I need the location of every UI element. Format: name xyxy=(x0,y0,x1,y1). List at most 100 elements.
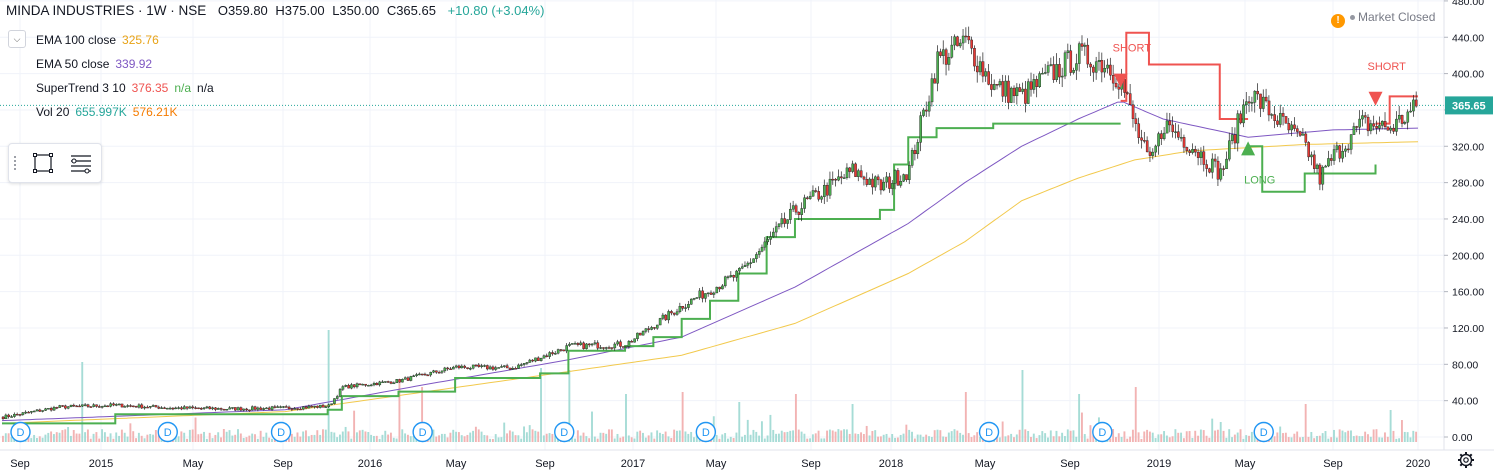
y-tick-label: 160.00 xyxy=(1452,287,1484,299)
indicator-supertrend[interactable]: SuperTrend 3 10 376.35 n/a n/a xyxy=(36,81,214,95)
candle-body xyxy=(885,176,888,183)
dividend-marker[interactable]: D xyxy=(1253,421,1274,443)
candle-body xyxy=(1029,81,1033,90)
indicator-ema100[interactable]: EMA 100 close 325.76 xyxy=(36,33,159,47)
volume-bar xyxy=(129,423,132,442)
candle-body xyxy=(78,405,81,408)
indicator-lines xyxy=(1,31,1419,425)
volume-bar xyxy=(1398,438,1401,442)
volume-bar xyxy=(61,430,64,442)
market-status-label: Market Closed xyxy=(1358,10,1436,24)
candle-body xyxy=(168,407,172,410)
candle-body xyxy=(440,370,444,373)
volume-bar xyxy=(78,433,81,442)
indicator-ema50[interactable]: EMA 50 close 339.92 xyxy=(36,57,152,71)
dividend-marker[interactable]: D xyxy=(978,421,1000,443)
volume-bar xyxy=(47,432,50,442)
volume-bar xyxy=(616,433,619,442)
candlesticks xyxy=(1,26,1418,421)
x-tick-label: Sep xyxy=(10,458,30,470)
collapse-legend-button[interactable]: ⌵ xyxy=(8,30,26,48)
volume-bar xyxy=(936,429,939,442)
time-axis[interactable]: Sep 2015 May Sep 2016 May Sep 2017 May Sep 2018 May… xyxy=(0,449,1494,470)
symbol-title[interactable]: MINDA INDUSTRIES · 1W · NSE xyxy=(6,3,207,18)
candle-body xyxy=(925,109,928,112)
rectangle-tool-icon[interactable] xyxy=(29,149,57,177)
volume-bar xyxy=(98,438,101,442)
candle-body xyxy=(174,407,178,410)
candle-body xyxy=(330,403,333,405)
volume-bar xyxy=(973,435,976,442)
candle-body xyxy=(888,176,891,189)
candle-body xyxy=(225,408,229,411)
candle-body xyxy=(723,276,727,287)
candle-body xyxy=(874,176,877,188)
candle-body xyxy=(1026,81,1030,104)
dividend-marker[interactable]: D xyxy=(270,421,292,443)
volume-bar xyxy=(234,434,237,442)
volume-bar xyxy=(58,432,61,442)
volume-bar xyxy=(322,429,324,442)
volume-bar xyxy=(1364,431,1367,442)
volume-bar xyxy=(630,437,633,442)
candle-body xyxy=(704,293,707,299)
volume-bar xyxy=(1401,420,1403,442)
candle-body xyxy=(160,407,163,409)
volume-bar xyxy=(1273,436,1276,442)
candle-body xyxy=(191,406,195,409)
volume-bar xyxy=(967,433,970,442)
candle-body xyxy=(1069,50,1073,73)
volume-bar xyxy=(1163,431,1166,442)
volume-bar xyxy=(1061,432,1064,442)
candle-body xyxy=(217,408,220,410)
volume-bar xyxy=(497,437,500,442)
candle-body xyxy=(120,403,124,408)
volume-bar xyxy=(726,438,729,442)
volume-bar xyxy=(1117,433,1120,442)
close-label: C xyxy=(386,3,397,18)
candle-body xyxy=(1358,118,1361,128)
candle-body xyxy=(522,363,526,365)
price-axis[interactable]: 480.00440.00400.00360.00320.00280.00240.… xyxy=(1443,0,1494,474)
x-tick-label: May xyxy=(1235,458,1256,470)
lines-settings-icon[interactable] xyxy=(67,149,95,177)
volume-bar xyxy=(364,431,367,442)
drag-handle-icon[interactable] xyxy=(13,155,17,171)
candle-body xyxy=(1296,128,1299,132)
candle-body xyxy=(896,170,900,186)
volume-bar xyxy=(1038,435,1041,442)
volume-bar xyxy=(684,431,687,442)
drawing-toolbox[interactable] xyxy=(8,143,102,183)
candle-body xyxy=(171,407,175,410)
candle-body xyxy=(299,408,302,411)
candle-body xyxy=(304,406,308,409)
dividend-marker[interactable]: D xyxy=(412,421,433,443)
dividend-marker[interactable]: D xyxy=(554,421,575,443)
volume-bar xyxy=(964,392,967,442)
dividend-label: D xyxy=(560,427,568,439)
volume-bar xyxy=(1307,436,1310,442)
volume-bar xyxy=(741,436,744,442)
gear-icon[interactable] xyxy=(1457,451,1475,469)
volume-bar xyxy=(1338,429,1341,442)
market-status[interactable]: ! Market Closed xyxy=(1331,10,1435,28)
volume-bar xyxy=(1216,429,1219,442)
candle-body xyxy=(1225,158,1228,170)
volume-bar xyxy=(1126,438,1129,442)
candle-body xyxy=(1092,66,1095,73)
dividend-marker[interactable]: D xyxy=(1092,421,1113,443)
candle-body xyxy=(324,406,328,408)
dividend-marker[interactable]: D xyxy=(157,421,178,443)
dividend-circle xyxy=(554,421,575,443)
indicator-volume[interactable]: Vol 20 655.997K 576.21K xyxy=(36,105,177,119)
volume-bar xyxy=(1168,437,1171,442)
dividend-marker[interactable]: D xyxy=(10,421,31,443)
candle-body xyxy=(38,409,42,412)
candle-body xyxy=(831,178,835,181)
candle-body xyxy=(752,258,755,263)
volume-bar xyxy=(945,436,947,442)
volume-bar xyxy=(1250,431,1253,442)
dividend-marker[interactable]: D xyxy=(695,421,717,443)
